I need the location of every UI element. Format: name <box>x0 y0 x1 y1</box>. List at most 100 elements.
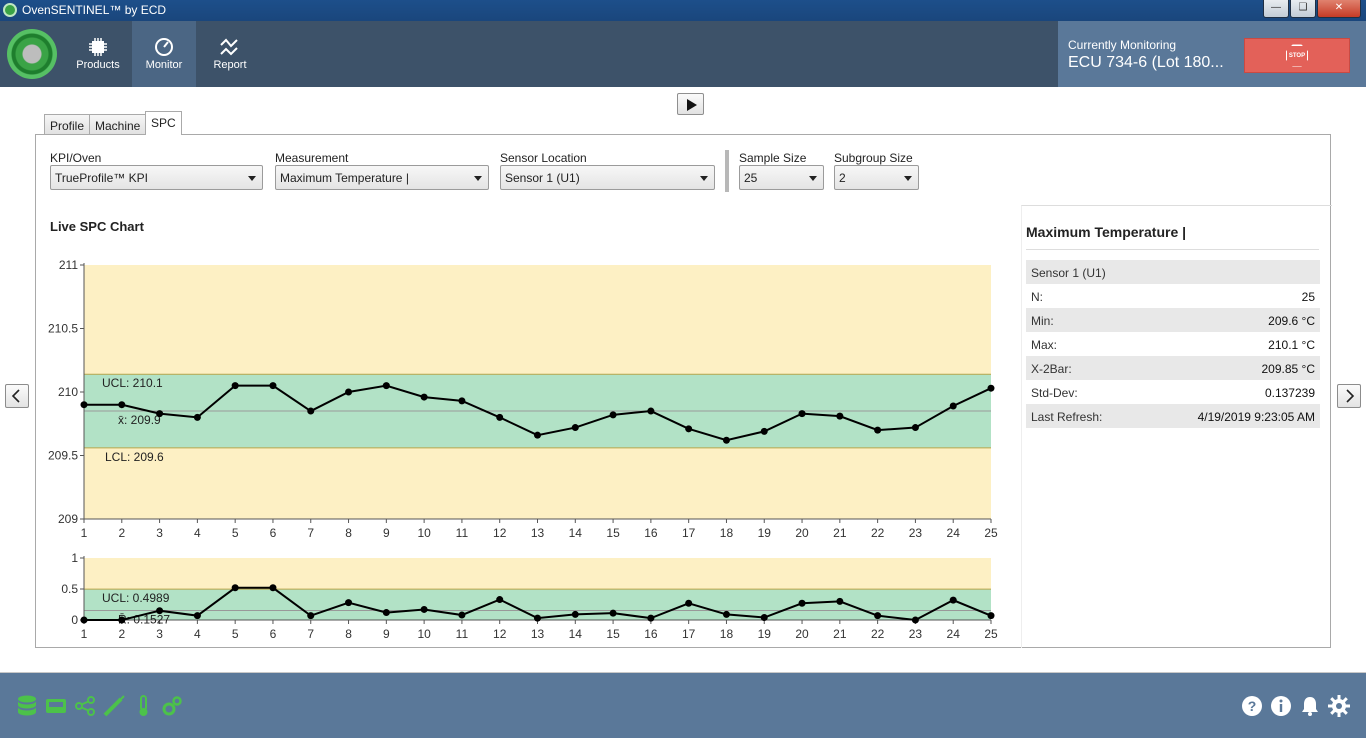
stats-value: 210.1 °C <box>1268 338 1315 352</box>
nav-monitor[interactable]: Monitor <box>132 21 196 87</box>
range-y-tick-label: 0 <box>71 613 78 627</box>
xbar-data-point <box>798 410 806 418</box>
kpi-dropdown[interactable]: TrueProfile™ KPI <box>50 165 263 190</box>
maximize-button[interactable]: ❑ <box>1290 0 1316 18</box>
stats-row: Std-Dev: 0.137239 <box>1026 380 1320 404</box>
monitoring-panel: Currently Monitoring ECU 734-6 (Lot 180.… <box>1058 21 1366 87</box>
range-data-point <box>571 610 579 618</box>
bottom-toolbar: ? <box>0 673 1366 738</box>
xbar-x-tick-label: 7 <box>307 526 314 540</box>
probe-icon[interactable] <box>102 694 126 718</box>
sensor-label: Sensor Location <box>500 151 587 165</box>
tab-profile[interactable]: Profile <box>44 114 91 135</box>
range-data-point <box>231 584 239 592</box>
subgroup-size-dropdown[interactable]: 2 <box>834 165 919 190</box>
measurement-dropdown[interactable]: Maximum Temperature | <box>275 165 489 190</box>
stats-row: Last Refresh: 4/19/2019 9:23:05 AM <box>1026 404 1320 428</box>
gauge-icon <box>155 38 173 56</box>
share-icon[interactable] <box>73 694 97 718</box>
gear-icon[interactable] <box>1327 694 1351 718</box>
sensor-dropdown[interactable]: Sensor 1 (U1) <box>500 165 715 190</box>
help-icon[interactable]: ? <box>1240 694 1264 718</box>
range-x-tick-label: 11 <box>456 627 469 641</box>
range-data-point <box>685 599 693 607</box>
window-title: OvenSENTINEL™ by ECD <box>22 3 167 17</box>
xbar-lcl-label: LCL: 209.6 <box>105 450 164 464</box>
close-button[interactable]: ✕ <box>1317 0 1361 18</box>
xbar-data-point <box>722 436 730 444</box>
stats-row: X-2Bar: 209.85 °C <box>1026 356 1320 380</box>
range-x-tick-label: 6 <box>270 627 277 641</box>
range-x-tick-label: 25 <box>984 627 998 641</box>
nav-products[interactable]: Products <box>66 21 130 87</box>
sample-size-dropdown[interactable]: 25 <box>739 165 824 190</box>
xbar-x-tick-label: 11 <box>456 526 469 540</box>
database-icon[interactable] <box>15 694 39 718</box>
bell-icon[interactable] <box>1298 694 1322 718</box>
xbar-data-point <box>269 382 277 390</box>
xbar-x-tick-label: 23 <box>909 526 923 540</box>
thermometer-icon[interactable] <box>131 694 155 718</box>
xbar-data-point <box>874 426 882 434</box>
xbar-data-point <box>345 388 353 396</box>
range-x-tick-label: 2 <box>118 627 125 641</box>
tab-spc[interactable]: SPC <box>145 111 182 135</box>
spc-panel: KPI/Oven TrueProfile™ KPI Measurement Ma… <box>35 134 1332 648</box>
tab-machine[interactable]: Machine <box>89 114 147 135</box>
nav-products-label: Products <box>76 59 120 71</box>
xbar-data-point <box>534 431 541 439</box>
svg-text:?: ? <box>1248 698 1257 714</box>
range-x-tick-label: 21 <box>833 627 847 641</box>
chart-trend-icon <box>220 38 238 56</box>
minimize-button[interactable]: — <box>1263 0 1289 18</box>
xbar-y-tick-label: 210.5 <box>48 322 78 336</box>
info-icon[interactable] <box>1269 694 1293 718</box>
range-x-tick-label: 7 <box>307 627 314 641</box>
stats-value: 209.85 °C <box>1261 362 1315 376</box>
xbar-x-tick-label: 5 <box>232 526 239 540</box>
xbar-data-point <box>836 412 844 420</box>
range-x-tick-label: 10 <box>417 627 431 641</box>
nav-report[interactable]: Report <box>198 21 262 87</box>
range-x-tick-label: 1 <box>81 627 88 641</box>
stop-button[interactable]: STOP <box>1244 38 1350 73</box>
xbar-x-tick-label: 19 <box>758 526 772 540</box>
range-data-point <box>458 611 466 619</box>
xbar-x-tick-label: 10 <box>417 526 431 540</box>
range-x-tick-label: 3 <box>156 627 163 641</box>
chart-title: Live SPC Chart <box>50 219 144 234</box>
prev-arrow-button[interactable] <box>5 384 29 408</box>
range-data-point <box>949 596 957 604</box>
next-arrow-button[interactable] <box>1337 384 1361 408</box>
xbar-x-tick-label: 12 <box>493 526 507 540</box>
kpi-label: KPI/Oven <box>50 151 102 165</box>
range-data-point <box>609 609 617 617</box>
range-data-point <box>836 597 844 605</box>
xbar-data-point <box>571 424 579 432</box>
xbar-x-tick-label: 22 <box>871 526 885 540</box>
stats-key: Sensor 1 (U1) <box>1031 266 1106 280</box>
range-x-tick-label: 17 <box>682 627 696 641</box>
gears-icon[interactable] <box>160 694 184 718</box>
range-data-point <box>987 612 995 620</box>
range-data-point <box>496 596 504 604</box>
range-data-point <box>80 616 88 624</box>
range-data-point <box>345 599 353 607</box>
chip-icon <box>89 38 107 56</box>
chevron-left-icon <box>11 389 20 403</box>
stats-value: 4/19/2019 9:23:05 AM <box>1197 410 1315 424</box>
xbar-data-point <box>118 401 126 409</box>
window-titlebar: OvenSENTINEL™ by ECD — ❑ ✕ <box>0 0 1366 21</box>
range-x-tick-label: 22 <box>871 627 885 641</box>
nav-report-label: Report <box>213 59 247 71</box>
range-x-tick-label: 18 <box>720 627 734 641</box>
stats-value: 209.6 °C <box>1268 314 1315 328</box>
monitoring-value: ECU 734-6 (Lot 180... <box>1068 54 1224 71</box>
range-x-tick-label: 12 <box>493 627 507 641</box>
xbar-x-tick-label: 24 <box>947 526 961 540</box>
xbar-y-tick-label: 209.5 <box>48 449 78 463</box>
range-data-point <box>307 612 315 620</box>
device-icon[interactable] <box>44 694 68 718</box>
range-data-point <box>760 614 768 622</box>
play-button[interactable] <box>677 93 704 115</box>
